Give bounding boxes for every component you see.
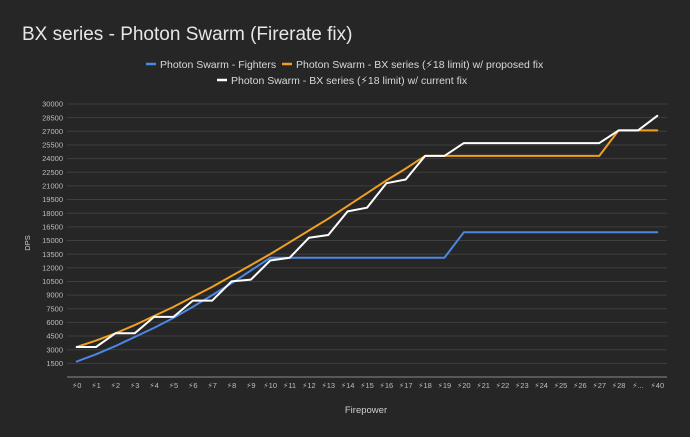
x-axis-label: Firepower: [345, 405, 387, 416]
legend-label-current-fix: Photon Swarm - BX series (⚡18 limit) w/ …: [231, 75, 468, 87]
y-tick-label: 22500: [42, 168, 63, 177]
y-tick-label: 16500: [42, 222, 63, 231]
y-tick-label: 1500: [46, 359, 63, 368]
y-tick-label: 28500: [42, 113, 63, 122]
legend-label-fighters: Photon Swarm - Fighters: [160, 59, 276, 71]
x-tick-label: ⚡2: [111, 381, 120, 390]
y-tick-label: 30000: [42, 100, 63, 109]
y-tick-label: 3000: [46, 345, 63, 354]
x-tick-label: ⚡5: [169, 381, 178, 390]
x-axis-ticks: ⚡0 ⚡1 ⚡2 ⚡3 ⚡4 ⚡5 ⚡6 ⚡7 ⚡8 ⚡9 ⚡10 ⚡11 ⚡12 ⚡13 ⚡14 ⚡15 ⚡1…: [72, 381, 664, 390]
gridlines: [67, 103, 667, 378]
x-tick-label: ⚡12: [302, 381, 316, 390]
x-tick-label: ⚡15: [360, 381, 374, 390]
x-tick-label: ⚡28: [612, 381, 626, 390]
y-axis-ticks: 30000 28500 27000 25500 24000 22500 21000 19500…: [42, 100, 63, 368]
x-tick-label: ⚡19: [438, 381, 452, 390]
y-tick-label: 4500: [46, 332, 63, 341]
y-tick-label: 13500: [42, 250, 63, 259]
y-tick-label: 10500: [42, 277, 63, 286]
series-line-current-fix: [75, 114, 659, 348]
x-tick-label: ⚡13: [321, 381, 335, 390]
x-tick-label: ⚡14: [341, 381, 355, 390]
y-tick-label: 24000: [42, 154, 63, 163]
x-tick-label: ⚡9: [246, 381, 255, 390]
series-line-proposed-fix: [75, 129, 659, 348]
x-tick-label: ⚡10: [263, 381, 277, 390]
x-tick-label: ⚡6: [188, 381, 197, 390]
y-tick-label: 19500: [42, 195, 63, 204]
legend-label-proposed-fix: Photon Swarm - BX series (⚡18 limit) w/ …: [296, 59, 544, 71]
y-axis-label: DPS: [23, 235, 32, 250]
x-tick-label: ⚡21: [476, 381, 490, 390]
x-tick-label: ⚡18: [418, 381, 432, 390]
x-tick-label: ⚡3: [130, 381, 139, 390]
x-tick-label: ⚡0: [72, 381, 81, 390]
x-tick-label: ⚡16: [380, 381, 394, 390]
y-tick-label: 7500: [46, 304, 63, 313]
x-tick-label: ⚡27: [592, 381, 606, 390]
x-tick-label: ⚡24: [534, 381, 548, 390]
x-tick-label: ⚡23: [515, 381, 529, 390]
y-tick-label: 9000: [46, 291, 63, 300]
x-tick-label: ⚡22: [496, 381, 510, 390]
y-tick-label: 18000: [42, 209, 63, 218]
x-tick-label: ⚡17: [399, 381, 413, 390]
y-tick-label: 15000: [42, 236, 63, 245]
legend: Photon Swarm - Fighters Photon Swarm - B…: [146, 59, 544, 87]
x-tick-label: ⚡1: [91, 381, 100, 390]
x-tick-label: ⚡40: [651, 381, 665, 390]
x-tick-label: ⚡4: [149, 381, 158, 390]
chart-title: BX series - Photon Swarm (Firerate fix): [22, 24, 352, 45]
y-tick-label: 25500: [42, 141, 63, 150]
y-tick-label: 27000: [42, 127, 63, 136]
y-tick-label: 21000: [42, 182, 63, 191]
x-tick-label: ⚡...: [632, 381, 644, 390]
x-tick-label: ⚡26: [573, 381, 587, 390]
x-tick-label: ⚡20: [457, 381, 471, 390]
x-tick-label: ⚡7: [207, 381, 216, 390]
x-tick-label: ⚡25: [554, 381, 568, 390]
y-tick-label: 6000: [46, 318, 63, 327]
x-tick-label: ⚡11: [283, 381, 296, 390]
series-lines: [75, 114, 659, 363]
x-tick-label: ⚡8: [227, 381, 236, 390]
series-line-fighters: [75, 231, 659, 363]
y-tick-label: 12000: [42, 263, 63, 272]
